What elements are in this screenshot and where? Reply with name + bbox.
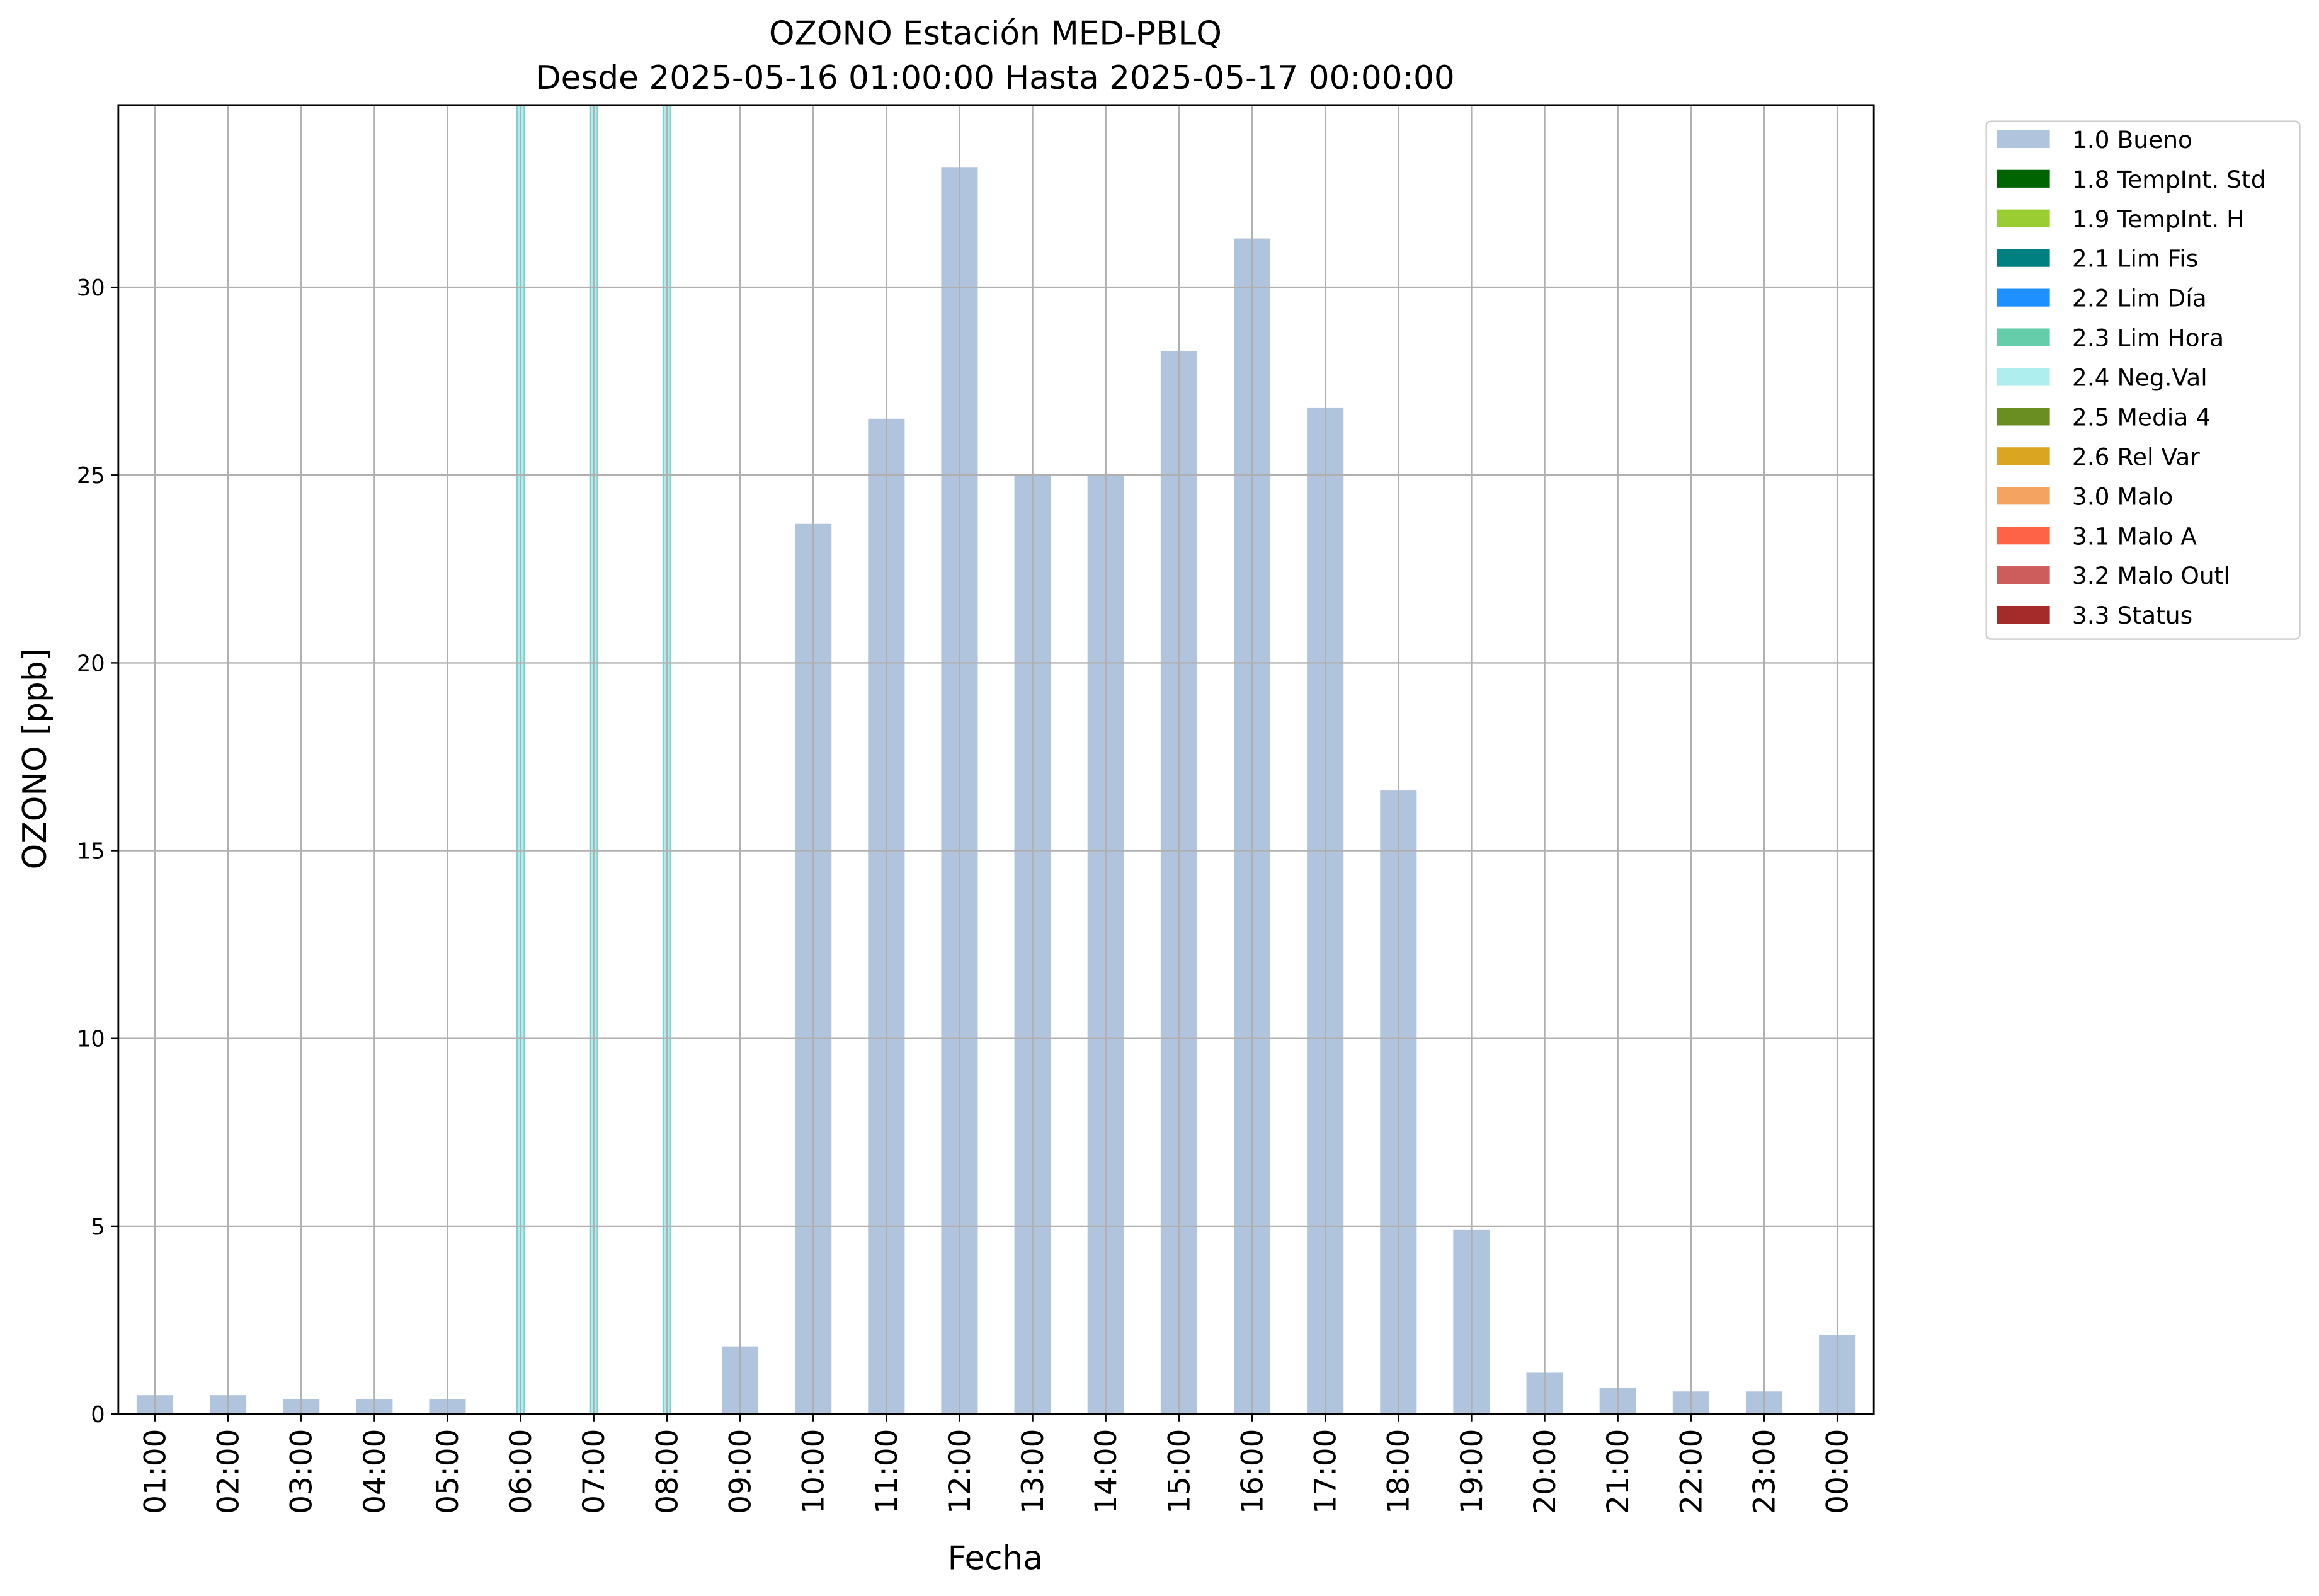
x-tick-label: 22:00 [1674,1429,1709,1514]
legend-swatch [1997,527,2050,545]
chart-subtitle: Desde 2025-05-16 01:00:00 Hasta 2025-05-… [536,59,1455,97]
legend-label: 1.8 TempInt. Std [2072,166,2266,193]
x-tick-label: 07:00 [577,1429,612,1514]
x-tick-label: 09:00 [723,1429,758,1514]
x-tick-label: 23:00 [1747,1429,1782,1514]
legend-swatch [1997,368,2050,386]
x-tick-label: 12:00 [943,1429,977,1514]
x-axis-label: Fecha [948,1540,1043,1578]
legend-swatch [1997,566,2050,584]
legend-label: 2.2 Lim Día [2072,285,2207,312]
legend-label: 3.1 Malo A [2072,522,2197,550]
legend-label: 2.1 Lim Fis [2072,245,2198,273]
legend-label: 1.9 TempInt. H [2072,205,2245,233]
x-tick-label: 04:00 [358,1429,392,1514]
x-tick-label: 08:00 [650,1429,685,1514]
legend-label: 2.5 Media 4 [2072,403,2211,431]
x-tick-label: 15:00 [1162,1429,1197,1514]
legend-label: 2.4 Neg.Val [2072,364,2208,392]
legend-swatch [1997,328,2050,346]
legend-swatch [1997,249,2050,267]
x-tick-label: 18:00 [1382,1429,1416,1514]
y-tick-label: 0 [91,1402,105,1428]
legend-frame [1985,120,2301,640]
x-tick-label: 13:00 [1016,1429,1051,1514]
chart-title: OZONO Estación MED-PBLQ [769,15,1222,53]
x-tick-label: 10:00 [797,1429,831,1514]
x-tick-label: 21:00 [1601,1429,1636,1514]
legend-label: 1.0 Bueno [2072,126,2192,154]
legend-swatch [1997,605,2050,624]
x-tick-label: 20:00 [1528,1429,1563,1514]
x-tick-label: 03:00 [285,1429,319,1514]
legend-swatch [1997,169,2050,188]
plot-frame [117,104,1875,1415]
legend-swatch [1997,288,2050,307]
y-tick-label: 20 [77,651,105,676]
legend-swatch [1997,447,2050,465]
y-tick-label: 10 [77,1027,105,1052]
x-tick-label: 14:00 [1089,1429,1124,1514]
x-tick-label: 02:00 [212,1429,246,1514]
legend: 1.0 Bueno 1.8 TempInt. Std 1.9 TempInt. H 2… [1985,120,2301,640]
x-tick-label: 00:00 [1821,1429,1855,1514]
legend-label: 3.3 Status [2072,601,2192,629]
x-tick-label: 05:00 [431,1429,465,1514]
x-tick-label: 19:00 [1455,1429,1490,1514]
y-tick-label: 5 [91,1214,105,1240]
legend-label: 2.6 Rel Var [2072,443,2200,470]
legend-label: 3.2 Malo Outl [2072,562,2230,590]
y-tick-label: 15 [77,838,105,864]
x-tick-label: 17:00 [1309,1429,1343,1514]
x-tick-label: 01:00 [138,1429,173,1514]
legend-label: 3.0 Malo [2072,482,2174,510]
legend-swatch [1997,209,2050,227]
x-tick-label: 11:00 [870,1429,904,1514]
y-axis-label: OZONO [ppb] [16,648,54,869]
y-tick-label: 25 [77,463,105,489]
y-tick-label: 30 [77,275,105,301]
x-tick-label: 06:00 [504,1429,538,1514]
x-tick-label: 16:00 [1235,1429,1270,1514]
legend-swatch [1997,408,2050,426]
legend-label: 2.3 Lim Hora [2072,324,2224,352]
legend-swatch [1997,487,2050,505]
legend-swatch [1997,130,2050,148]
